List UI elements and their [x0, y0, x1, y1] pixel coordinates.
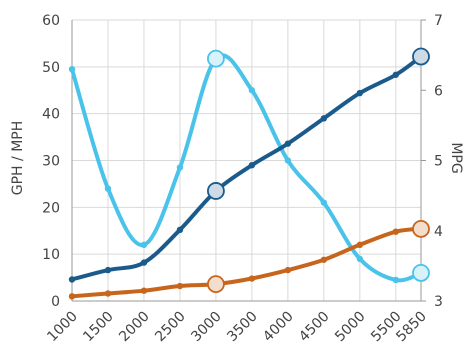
data-point: [320, 256, 328, 263]
data-point: [356, 89, 364, 97]
data-point: [140, 241, 148, 248]
y-axis-title: GPH / MPH: [10, 121, 26, 195]
data-point: [284, 157, 292, 164]
x-tick-label: 1000: [44, 309, 81, 346]
data-point-highlight: [412, 219, 430, 238]
data-point: [68, 276, 76, 283]
y2-tick-label: 6: [434, 83, 443, 99]
data-point: [68, 65, 76, 73]
data-point: [248, 275, 256, 282]
x-tick-label: 3000: [188, 309, 225, 346]
data-point: [140, 259, 148, 266]
data-point: [248, 87, 256, 94]
data-point: [176, 282, 184, 290]
data-point: [392, 228, 400, 235]
data-point: [320, 115, 328, 122]
series-line: [70, 54, 423, 282]
y-tick-label: 40: [42, 107, 60, 123]
data-point-highlight: [412, 47, 430, 66]
data-point: [284, 266, 292, 274]
y-tick-label: 10: [42, 247, 60, 263]
y-tick-label: 0: [51, 294, 60, 310]
grid: [71, 19, 422, 302]
data-point-highlight: [207, 275, 225, 294]
x-tick-label: 1500: [80, 309, 117, 346]
data-point: [68, 293, 76, 300]
y2-tick-label: 7: [434, 13, 443, 29]
data-point: [104, 266, 112, 274]
data-point: [392, 276, 400, 284]
data-point-highlight: [207, 49, 225, 68]
data-point-highlight: [207, 182, 225, 200]
x-tick-label: 4000: [260, 309, 297, 346]
series-line: [70, 226, 423, 299]
data-point: [140, 287, 148, 294]
x-tick-label: 2500: [152, 309, 189, 346]
data-point: [176, 164, 184, 171]
y-tick-label: 50: [42, 60, 60, 76]
y-tick-label: 30: [42, 154, 60, 170]
x-tick-label: 4500: [296, 309, 333, 346]
data-point: [356, 241, 364, 248]
x-tick-label: 2000: [116, 309, 153, 346]
y-tick-label: 20: [42, 200, 60, 216]
data-point: [104, 290, 112, 297]
x-tick-label: 3500: [224, 309, 261, 346]
data-point: [248, 161, 256, 169]
y-tick-label: 60: [42, 13, 60, 29]
data-point-highlight: [412, 263, 430, 282]
series-layer: [68, 47, 430, 300]
y2-tick-label: 4: [434, 224, 443, 240]
data-point: [320, 199, 328, 206]
y2-tick-label: 3: [434, 294, 443, 310]
data-point: [356, 255, 364, 263]
y2-tick-label: 5: [434, 154, 443, 170]
data-point: [104, 185, 112, 192]
data-point: [284, 140, 292, 147]
data-point: [392, 71, 400, 78]
y2-axis-title: MPG: [448, 142, 464, 173]
data-point: [176, 226, 184, 234]
x-tick-label: 5000: [332, 309, 369, 346]
